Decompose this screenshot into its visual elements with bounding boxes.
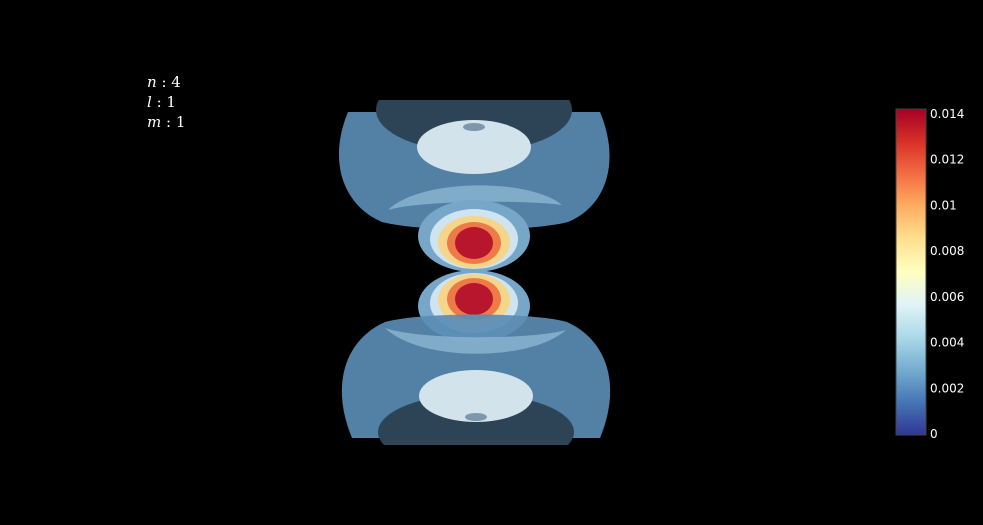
colorbar-tick-label: 0.006: [930, 290, 964, 304]
colorbar-tick-label: 0.008: [930, 244, 964, 258]
bottom-inner-dot: [465, 413, 487, 421]
label-m: m : 1: [147, 113, 186, 131]
quantum-number-labels: n : 4 l : 1 m : 1: [147, 72, 185, 132]
top-outer-inner-fold: [388, 185, 562, 210]
colorbar-tick-label: 0.004: [930, 336, 964, 350]
colorbar-tick-label: 0.002: [930, 381, 964, 395]
top-inner-dot: [463, 123, 485, 131]
label-l: l : 1: [147, 93, 176, 111]
label-n: n : 4: [147, 73, 181, 91]
upper-core-lobe: [418, 200, 530, 272]
colorbar-tick-label: 0: [930, 427, 938, 441]
bottom-outer-lobe: [341, 314, 611, 445]
colorbar: 0 0.002 0.004 0.006 0.008 0.01 0.012 0.014: [895, 107, 964, 441]
upper-core-center: [455, 227, 493, 259]
bottom-outer-inner-fold: [385, 328, 566, 354]
colorbar-tick-label: 0.01: [930, 198, 957, 212]
bottom-inner-cap: [419, 370, 533, 422]
colorbar-tick-label: 0.012: [930, 153, 964, 167]
colorbar-tick-label: 0.014: [930, 107, 964, 121]
colorbar-gradient: [895, 108, 927, 436]
top-outer-lobe: [338, 100, 610, 230]
colorbar-ticks: 0 0.002 0.004 0.006 0.008 0.01 0.012 0.014: [930, 107, 964, 441]
top-inner-cap: [417, 120, 531, 174]
lower-core-center: [455, 283, 493, 315]
